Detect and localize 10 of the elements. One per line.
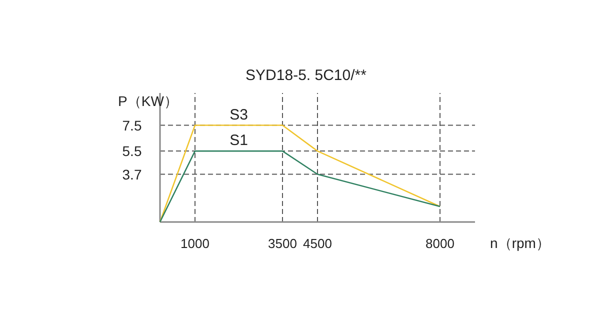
title: SYD18-5. 5C10/** (246, 67, 366, 84)
y-tick-label: 5.5 (122, 143, 142, 160)
x-tick-label: 1000 (180, 236, 210, 251)
y-tick-label: 3.7 (122, 166, 142, 182)
x-tick-label: 8000 (426, 236, 454, 251)
ylabel: P（KW） (118, 93, 178, 109)
x-tick-label: 4500 (303, 236, 332, 251)
x-tick-label: 3500 (268, 236, 297, 251)
xlabel: n（rpm） (490, 235, 550, 251)
y-tick-label: 7.5 (122, 117, 142, 134)
